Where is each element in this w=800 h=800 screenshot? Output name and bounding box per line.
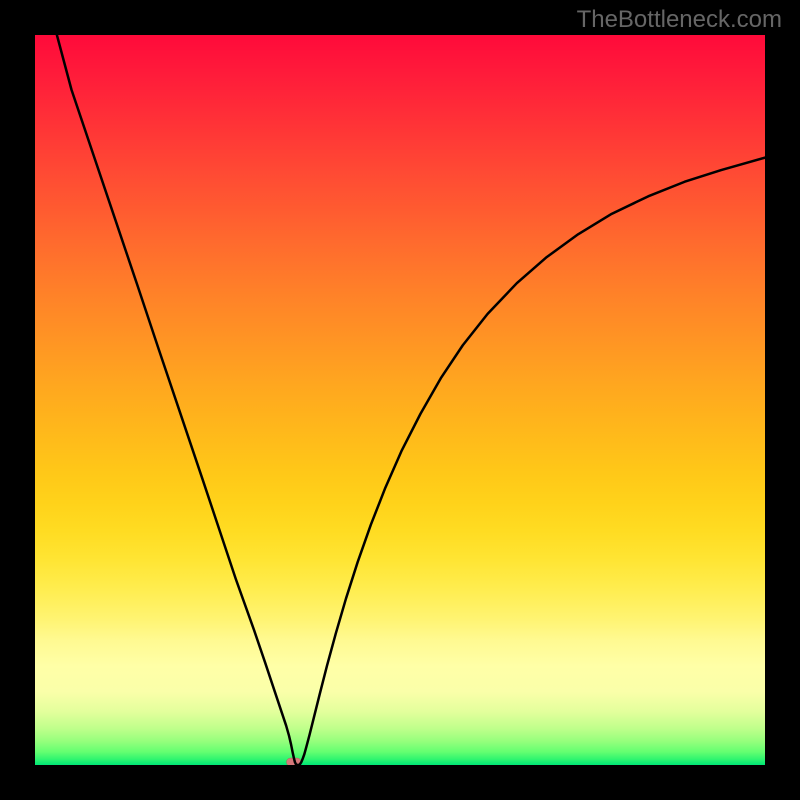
watermark-text: TheBottleneck.com: [577, 6, 782, 34]
chart-frame: TheBottleneck.com: [0, 0, 800, 800]
plot-area: [35, 35, 765, 765]
gradient-background: [35, 35, 765, 765]
